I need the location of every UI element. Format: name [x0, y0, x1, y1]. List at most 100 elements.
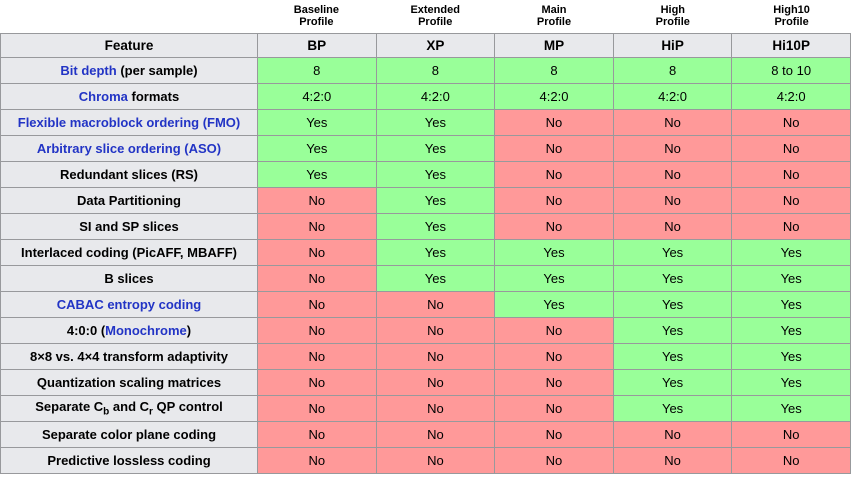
value-cell-xp: Yes	[375, 161, 496, 188]
feature-text: B slices	[104, 271, 154, 286]
feature-text: QP control	[152, 399, 223, 415]
table-row: B slices No Yes Yes Yes Yes	[0, 265, 851, 292]
table-row: Separate color plane coding No No No No No	[0, 421, 851, 448]
profile-label-mp: Main Profile	[536, 4, 572, 28]
feature-cell: 4:0:0 (Monochrome)	[0, 317, 258, 344]
feature-cell: Redundant slices (RS)	[0, 161, 258, 188]
value-cell-bp: Yes	[257, 109, 377, 136]
value-cell-hi10p: No	[731, 421, 851, 448]
value-cell-bp: No	[257, 213, 377, 240]
wiki-link[interactable]: Arbitrary slice ordering (ASO)	[36, 141, 222, 156]
value-cell-xp: No	[375, 343, 496, 370]
feature-column-header: Feature	[0, 33, 258, 58]
value-cell-bp: Yes	[257, 161, 377, 188]
value-cell-hi10p: Yes	[731, 265, 851, 292]
profile-header-xp: XP	[375, 33, 496, 58]
value-cell-hi10p: No	[731, 109, 851, 136]
table-row: Separate Cb and Cr QP control No No No Yes Ye…	[0, 395, 851, 422]
value-cell-hip: No	[612, 421, 733, 448]
table-header-row: Feature BP XP MP HiP Hi10P	[0, 33, 851, 58]
value-cell-hip: Yes	[612, 265, 733, 292]
value-cell-hip: Yes	[612, 369, 733, 396]
value-cell-mp: No	[494, 187, 614, 214]
value-cell-bp: No	[257, 265, 377, 292]
wiki-link[interactable]: Flexible macroblock ordering (FMO)	[17, 115, 241, 130]
value-cell-hip: 8	[612, 57, 733, 84]
feature-cell: Bit depth (per sample)	[0, 57, 258, 84]
table-row: Redundant slices (RS) Yes Yes No No No	[0, 161, 851, 188]
value-cell-bp: 8	[257, 57, 377, 84]
value-cell-hi10p: No	[731, 187, 851, 214]
value-cell-xp: 4:2:0	[375, 83, 496, 110]
value-cell-hi10p: 8 to 10	[731, 57, 851, 84]
value-cell-hip: Yes	[612, 343, 733, 370]
value-cell-hi10p: No	[731, 213, 851, 240]
subscript-text: b	[103, 406, 110, 418]
wiki-link[interactable]: Bit depth	[60, 63, 117, 78]
feature-cell: Predictive lossless coding	[0, 447, 258, 474]
feature-text: 8×8 vs. 4×4 transform adaptivity	[30, 349, 228, 364]
value-cell-mp: No	[494, 369, 614, 396]
table-row: Quantization scaling matrices No No No Yes Ye…	[0, 369, 851, 396]
value-cell-xp: No	[375, 395, 496, 422]
wiki-link[interactable]: Chroma	[78, 89, 128, 104]
table-row: Interlaced coding (PicAFF, MBAFF) No Yes Ye…	[0, 239, 851, 266]
profile-header-hi10p: Hi10P	[731, 33, 851, 58]
value-cell-hip: No	[612, 135, 733, 162]
table-row: CABAC entropy coding No No Yes Yes Yes	[0, 291, 851, 318]
value-cell-hip: Yes	[612, 291, 733, 318]
value-cell-mp: No	[494, 421, 614, 448]
value-cell-hip: No	[612, 213, 733, 240]
feature-text: Separate color plane coding	[41, 427, 217, 442]
value-cell-mp: No	[494, 317, 614, 344]
table-row: Arbitrary slice ordering (ASO) Yes Yes No No…	[0, 135, 851, 162]
value-cell-mp: Yes	[494, 291, 614, 318]
value-cell-hi10p: Yes	[731, 369, 851, 396]
wiki-link[interactable]: Monochrome	[105, 323, 187, 338]
feature-text: 4:0:0 (	[66, 323, 106, 338]
feature-cell: Data Partitioning	[0, 187, 258, 214]
profile-label-hi10p: High10 Profile	[773, 4, 810, 28]
value-cell-mp: No	[494, 343, 614, 370]
feature-cell: B slices	[0, 265, 258, 292]
value-cell-hip: No	[612, 109, 733, 136]
feature-text: )	[186, 323, 192, 338]
feature-text: (per sample)	[116, 63, 198, 78]
value-cell-xp: No	[375, 291, 496, 318]
value-cell-hi10p: No	[731, 447, 851, 474]
value-cell-hip: 4:2:0	[612, 83, 733, 110]
value-cell-bp: No	[257, 369, 377, 396]
value-cell-hi10p: No	[731, 135, 851, 162]
table-row: 8×8 vs. 4×4 transform adaptivity No No No Ye…	[0, 343, 851, 370]
feature-text: and C	[109, 399, 150, 415]
value-cell-bp: No	[257, 395, 377, 422]
value-cell-bp: No	[257, 239, 377, 266]
value-cell-xp: No	[375, 421, 496, 448]
profile-header-hip: HiP	[612, 33, 733, 58]
feature-text: Quantization scaling matrices	[36, 375, 222, 390]
value-cell-bp: No	[257, 317, 377, 344]
value-cell-hip: Yes	[612, 395, 733, 422]
value-cell-xp: Yes	[375, 265, 496, 292]
value-cell-mp: No	[494, 395, 614, 422]
value-cell-bp: No	[257, 343, 377, 370]
value-cell-bp: 4:2:0	[257, 83, 377, 110]
value-cell-bp: No	[257, 447, 377, 474]
value-cell-hip: Yes	[612, 239, 733, 266]
value-cell-hip: No	[612, 447, 733, 474]
feature-cell: CABAC entropy coding	[0, 291, 258, 318]
value-cell-hip: No	[612, 187, 733, 214]
value-cell-hi10p: Yes	[731, 343, 851, 370]
profile-label-hip: High Profile	[655, 4, 690, 28]
value-cell-xp: Yes	[375, 109, 496, 136]
feature-cell: Chroma formats	[0, 83, 258, 110]
value-cell-mp: No	[494, 447, 614, 474]
feature-cell: Separate color plane coding	[0, 421, 258, 448]
value-cell-mp: Yes	[494, 265, 614, 292]
profile-label-bp: Baseline Profile	[293, 4, 340, 28]
wiki-link[interactable]: CABAC entropy coding	[56, 297, 202, 312]
value-cell-hi10p: Yes	[731, 239, 851, 266]
value-cell-bp: Yes	[257, 135, 377, 162]
value-cell-xp: No	[375, 369, 496, 396]
value-cell-mp: 8	[494, 57, 614, 84]
